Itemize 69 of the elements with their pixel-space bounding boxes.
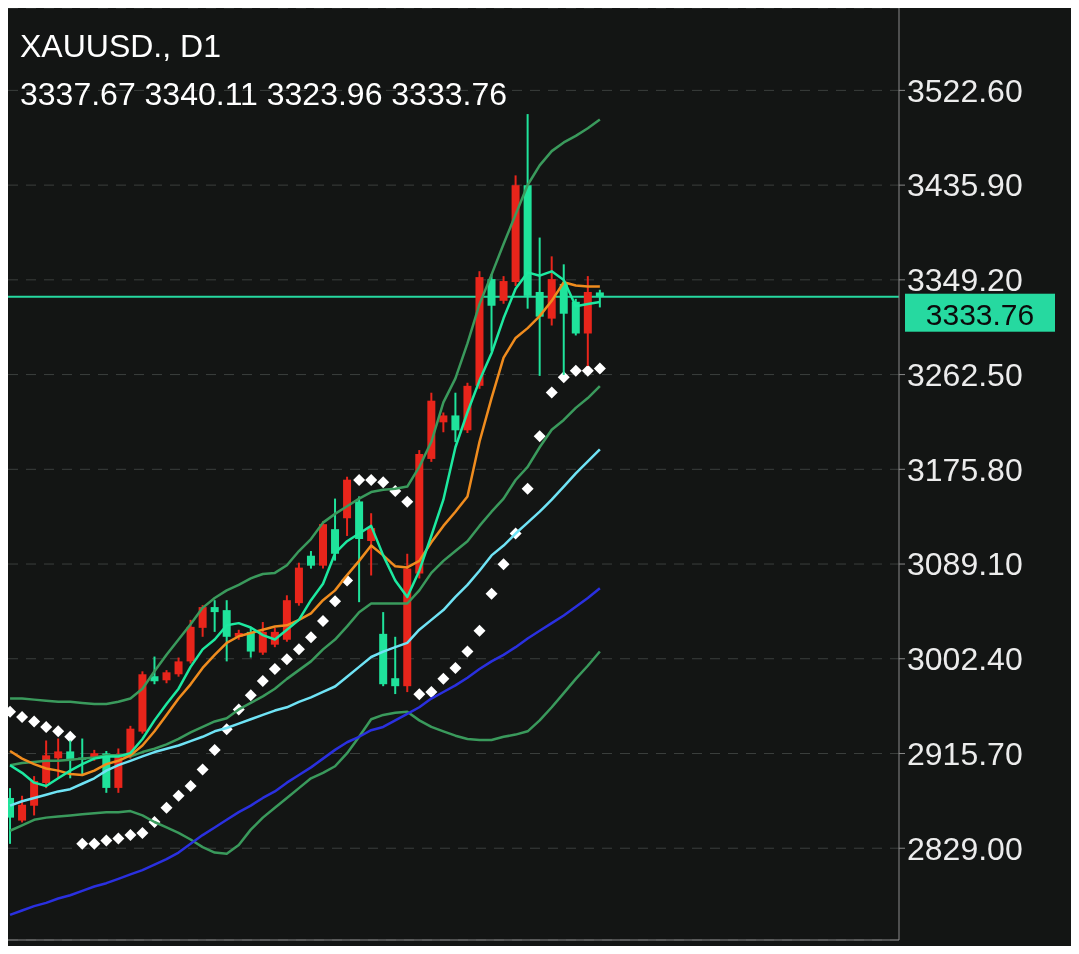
point bbox=[593, 362, 606, 375]
point bbox=[521, 482, 534, 495]
point bbox=[365, 474, 378, 487]
text: 3337.67 3340.11 3323.96 3333.76 bbox=[20, 76, 507, 113]
candlestick bbox=[451, 391, 460, 444]
y-tick-label: 3262.50 bbox=[907, 356, 1023, 393]
point bbox=[497, 558, 510, 571]
point bbox=[76, 837, 89, 850]
point bbox=[401, 495, 414, 508]
point bbox=[64, 730, 77, 743]
point bbox=[16, 711, 29, 724]
candlestick bbox=[54, 737, 63, 780]
point bbox=[52, 725, 65, 738]
point bbox=[425, 685, 438, 698]
candlestick bbox=[198, 604, 207, 638]
candlestick bbox=[439, 411, 448, 434]
y-tick-label: 3002.40 bbox=[907, 641, 1023, 678]
point bbox=[256, 675, 269, 688]
candlestick bbox=[174, 656, 183, 678]
point bbox=[557, 371, 570, 384]
point bbox=[244, 689, 257, 702]
line-series bbox=[8, 118, 602, 706]
point bbox=[461, 645, 474, 658]
point bbox=[172, 789, 185, 802]
line-series bbox=[8, 586, 602, 917]
point bbox=[160, 801, 173, 814]
point bbox=[40, 720, 53, 733]
point bbox=[377, 476, 390, 489]
point bbox=[569, 364, 582, 377]
point bbox=[184, 779, 197, 792]
point bbox=[449, 661, 462, 674]
text: XAUUSD., D1 bbox=[20, 28, 221, 65]
point bbox=[268, 663, 281, 676]
point bbox=[545, 386, 558, 399]
point bbox=[437, 672, 450, 685]
ref-line-label: 3333.76 bbox=[925, 297, 1035, 331]
point bbox=[28, 715, 41, 728]
point bbox=[196, 763, 209, 776]
point bbox=[329, 595, 342, 608]
y-tick-label: 2829.00 bbox=[907, 830, 1023, 867]
point bbox=[112, 832, 125, 845]
y-tick-label: 3089.10 bbox=[907, 546, 1023, 583]
candlestick bbox=[210, 599, 219, 633]
point bbox=[317, 614, 330, 627]
point bbox=[413, 688, 426, 701]
y-tick-label: 3435.90 bbox=[907, 167, 1023, 204]
line-series bbox=[8, 650, 602, 855]
point bbox=[533, 430, 546, 443]
point bbox=[136, 826, 149, 839]
candlestick bbox=[499, 275, 508, 305]
y-tick-label: 3175.80 bbox=[907, 451, 1023, 488]
point bbox=[485, 587, 498, 600]
y-tick-label: 3522.60 bbox=[907, 72, 1023, 109]
point bbox=[208, 743, 221, 756]
candlestick bbox=[391, 635, 400, 696]
line-series bbox=[8, 384, 602, 767]
y-tick-label: 3349.20 bbox=[907, 262, 1023, 299]
point bbox=[124, 829, 137, 842]
point bbox=[473, 624, 486, 637]
point bbox=[292, 643, 305, 656]
candlestick bbox=[18, 794, 27, 824]
point bbox=[353, 474, 366, 487]
point bbox=[88, 837, 101, 850]
point bbox=[100, 834, 113, 847]
y-tick-label: 2915.70 bbox=[907, 735, 1023, 772]
point bbox=[581, 364, 594, 377]
point bbox=[280, 653, 293, 666]
point bbox=[304, 631, 317, 644]
candlestick bbox=[8, 787, 15, 845]
